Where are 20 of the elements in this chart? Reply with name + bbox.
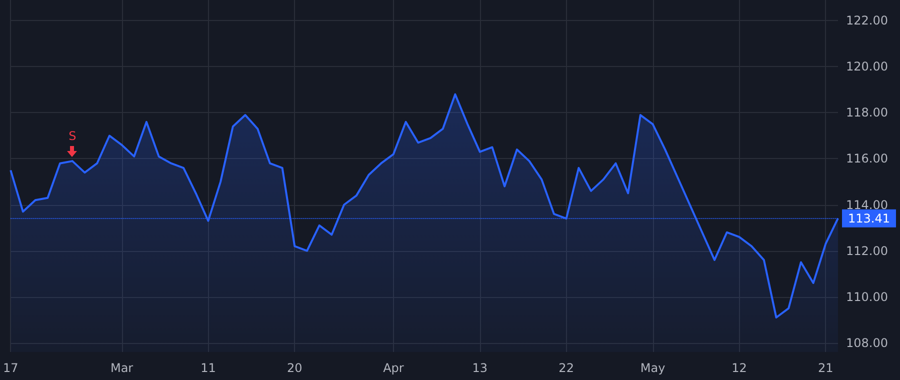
annotation: S <box>68 129 76 144</box>
y-tick-label: 116.00 <box>846 152 888 166</box>
x-tick-label: 12 <box>732 361 747 375</box>
y-tick-label: 120.00 <box>846 60 888 74</box>
x-tick-label: Mar <box>110 361 134 375</box>
x-tick-label: 17 <box>2 361 18 375</box>
y-tick-label: 118.00 <box>846 106 888 120</box>
x-tick-label: 22 <box>558 361 574 375</box>
x-tick-label: May <box>640 361 666 375</box>
x-tick-label: Apr <box>383 361 404 375</box>
y-tick-label: 112.00 <box>846 244 888 258</box>
y-tick-label: 122.00 <box>846 14 888 28</box>
y-tick-label: 110.00 <box>846 290 888 304</box>
x-tick-label: 13 <box>472 361 488 375</box>
x-tick-label: 21 <box>818 361 834 375</box>
y-tick-label: 108.00 <box>846 336 888 350</box>
ref-line-label: 113.41 <box>848 211 890 226</box>
x-tick-label: 11 <box>200 361 216 375</box>
x-tick-label: 20 <box>287 361 302 375</box>
y-tick-label: 114.00 <box>846 198 888 212</box>
